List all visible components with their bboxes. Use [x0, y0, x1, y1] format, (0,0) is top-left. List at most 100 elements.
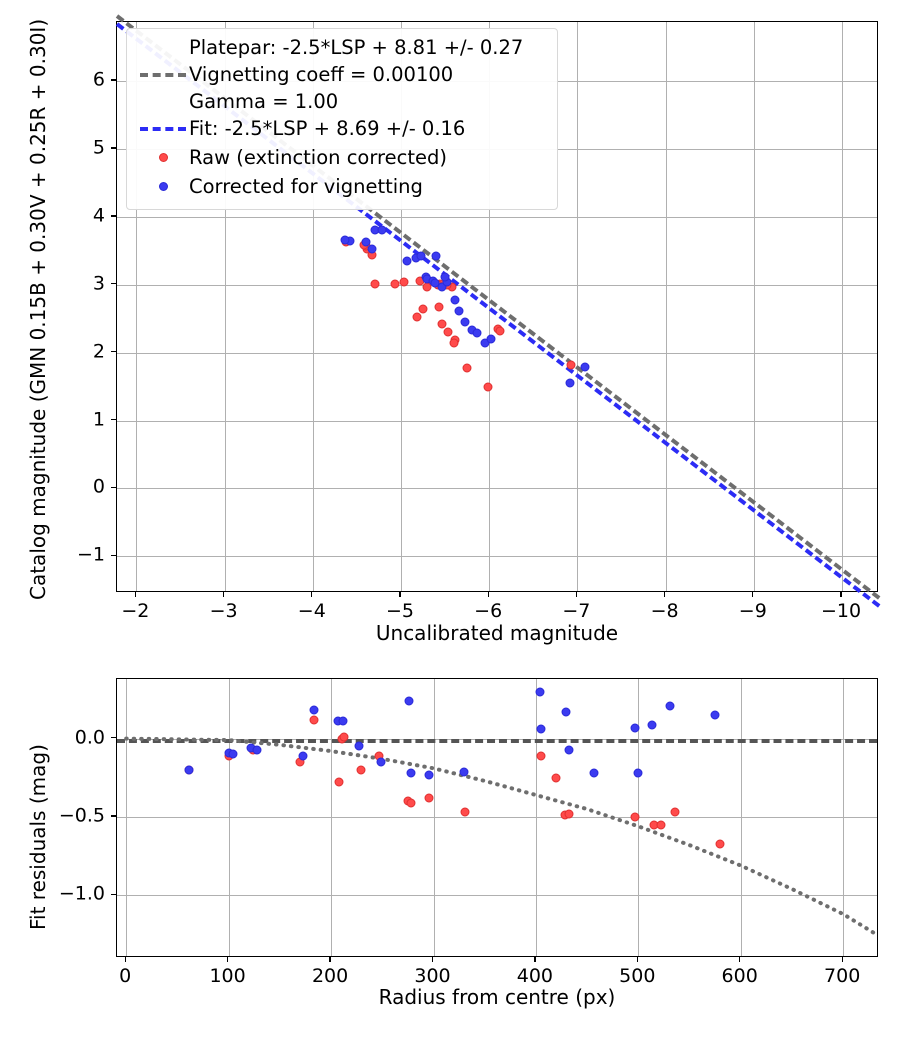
data-point-raw: [715, 839, 725, 849]
gridline-horizontal: [117, 216, 877, 218]
data-point-raw: [462, 363, 472, 373]
data-point-raw: [406, 798, 416, 808]
axis-tick-label-x: 400: [516, 965, 554, 987]
axis-tick-x: [663, 592, 666, 597]
gridline-vertical: [489, 22, 491, 591]
data-point-corrected: [665, 701, 675, 711]
bottom-y-axis-title: Fit residuals (mag): [26, 744, 50, 930]
data-point-corrected: [252, 745, 262, 754]
data-point-raw: [495, 326, 505, 336]
axis-tick-label-x: 200: [311, 965, 349, 987]
data-point-corrected: [416, 251, 426, 261]
legend-label: Raw (extinction corrected): [189, 145, 447, 169]
data-point-raw: [449, 338, 459, 348]
axis-tick-label-x: −3: [209, 600, 238, 622]
data-point-corrected: [535, 687, 545, 696]
data-point-corrected: [340, 235, 349, 245]
gridline-horizontal: [117, 816, 877, 818]
data-point-corrected: [402, 256, 412, 266]
axis-tick-label-y: 1: [92, 408, 105, 430]
axis-tick-x: [739, 957, 741, 962]
gridline-horizontal: [117, 895, 877, 897]
axis-tick-label-x: −6: [474, 600, 503, 622]
axis-tick-y: [111, 147, 116, 149]
top-x-axis-title: Uncalibrated magnitude: [375, 621, 619, 645]
data-point-raw: [418, 304, 428, 313]
data-point-corrected: [367, 244, 377, 254]
axis-tick-label-y: −1: [76, 543, 105, 566]
gridline-vertical: [753, 22, 755, 591]
axis-tick-y: [111, 815, 116, 817]
axis-tick-y: [111, 351, 116, 353]
legend-row: Corrected for vignetting: [137, 172, 545, 201]
data-point-raw: [630, 812, 640, 822]
legend-row: Vignetting coeff = 0.00100: [137, 60, 545, 89]
axis-tick-label-y: 0: [92, 475, 105, 498]
dashed-line-sample-blue: [140, 126, 186, 131]
data-point-corrected: [472, 328, 482, 338]
data-point-raw: [390, 279, 400, 289]
gridline-horizontal: [117, 352, 877, 354]
data-point-raw: [412, 312, 422, 322]
data-point-corrected: [440, 272, 450, 282]
gridline-vertical: [401, 22, 402, 591]
data-point-raw: [564, 809, 574, 819]
data-point-corrected: [228, 749, 238, 759]
data-point-corrected: [630, 723, 640, 733]
axis-tick-x: [487, 592, 489, 597]
top-y-axis-title: Catalog magnitude (GMN 0.15B + 0.30V + 0…: [26, 18, 50, 600]
legend-key-dot-red: [137, 153, 189, 162]
legend: Platepar: -2.5*LSP + 8.81 +/- 0.27 Vignet…: [126, 28, 558, 210]
bottom-x-axis-title: Radius from centre (px): [378, 985, 616, 1009]
axis-tick-label-y: 3: [92, 272, 105, 295]
data-point-corrected: [486, 334, 496, 344]
axis-tick-x: [311, 592, 313, 597]
data-point-corrected: [431, 251, 441, 261]
axis-tick-label-y: 4: [92, 204, 105, 227]
data-point-corrected: [565, 378, 575, 387]
axis-tick-x: [841, 957, 843, 962]
data-point-corrected: [298, 751, 308, 761]
data-point-corrected: [459, 767, 469, 776]
data-point-corrected: [633, 768, 643, 778]
data-point-raw: [339, 732, 349, 742]
axis-tick-y: [111, 554, 116, 556]
dashed-line-sample-grey: [140, 72, 186, 77]
legend-label: Platepar: -2.5*LSP + 8.81 +/- 0.27: [189, 35, 524, 59]
gridline-vertical: [842, 22, 843, 591]
axis-tick-x: [431, 957, 434, 962]
axis-tick-label-x: −8: [650, 600, 679, 622]
gridline-horizontal: [117, 420, 877, 422]
data-point-corrected: [376, 757, 386, 767]
axis-tick-label-y: −0.5: [58, 804, 105, 827]
gridline-horizontal: [117, 284, 877, 286]
legend-key-dot-blue: [137, 182, 189, 191]
axis-tick-label-x: −10: [820, 600, 862, 622]
legend-key-dash-blue: [137, 126, 189, 131]
legend-label: Gamma = 1.00: [189, 89, 339, 113]
gridline-vertical: [665, 22, 667, 591]
data-point-corrected: [536, 724, 546, 734]
data-point-corrected: [338, 716, 348, 726]
data-point-corrected: [377, 225, 387, 235]
legend-row: Raw (extinction corrected): [137, 143, 545, 172]
data-point-corrected: [450, 295, 460, 305]
data-point-corrected: [454, 306, 464, 316]
data-point-corrected: [309, 705, 319, 715]
axis-tick-y: [111, 736, 116, 739]
data-point-corrected: [561, 707, 571, 717]
axis-tick-x: [329, 957, 331, 962]
axis-tick-x: [222, 592, 225, 597]
residuals-plot-area: [116, 678, 878, 957]
legend-key-dash-grey: [137, 72, 189, 77]
axis-tick-x: [752, 592, 754, 597]
axis-tick-label-y: 5: [92, 136, 105, 159]
data-point-corrected: [580, 362, 590, 372]
data-point-raw: [437, 319, 447, 329]
data-point-corrected: [460, 317, 470, 327]
axis-tick-label-x: 300: [414, 965, 451, 987]
data-point-raw: [566, 360, 576, 370]
gridline-vertical: [224, 22, 226, 591]
axis-tick-x: [226, 957, 229, 962]
